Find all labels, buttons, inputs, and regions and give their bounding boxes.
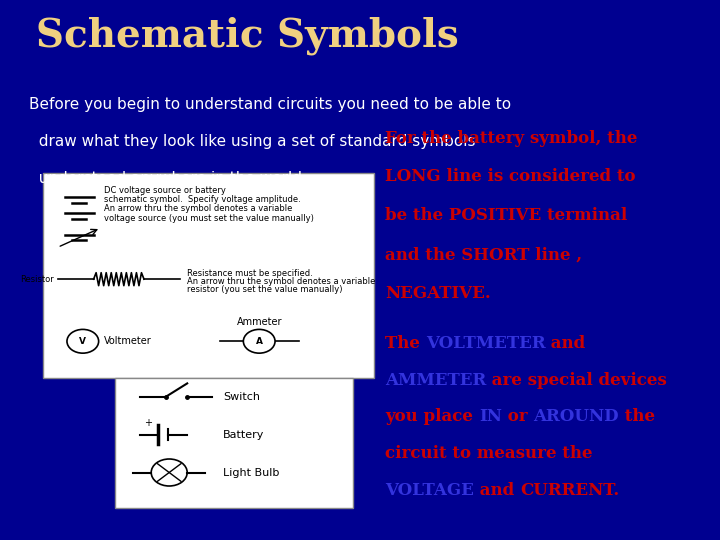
Text: AROUND: AROUND xyxy=(533,408,618,425)
Text: The: The xyxy=(385,335,426,352)
Text: are special devices: are special devices xyxy=(487,372,667,388)
Text: VOLTAGE: VOLTAGE xyxy=(385,482,474,498)
Text: V: V xyxy=(79,337,86,346)
Text: IN: IN xyxy=(479,408,502,425)
Text: Ammeter: Ammeter xyxy=(236,318,282,327)
Text: the: the xyxy=(618,408,654,425)
Text: Battery: Battery xyxy=(223,430,264,440)
Text: Resistance must be specified.: Resistance must be specified. xyxy=(187,269,313,278)
Text: Before you begin to understand circuits you need to be able to: Before you begin to understand circuits … xyxy=(29,97,511,112)
FancyBboxPatch shape xyxy=(43,173,374,378)
Text: An arrow thru the symbol denotes a variable: An arrow thru the symbol denotes a varia… xyxy=(187,278,376,286)
Text: you place: you place xyxy=(385,408,479,425)
Circle shape xyxy=(243,329,275,353)
Text: CURRENT.: CURRENT. xyxy=(520,482,619,498)
Text: and: and xyxy=(474,482,520,498)
Text: Switch: Switch xyxy=(223,392,260,402)
Text: or: or xyxy=(502,408,533,425)
Text: voltage source (you must set the value manually): voltage source (you must set the value m… xyxy=(104,214,314,222)
Text: schematic symbol.  Specify voltage amplitude.: schematic symbol. Specify voltage amplit… xyxy=(104,195,301,204)
Text: understood anywhere in the world: understood anywhere in the world xyxy=(29,171,302,186)
Text: circuit to measure the: circuit to measure the xyxy=(385,445,593,462)
Text: resistor (you set the value manually): resistor (you set the value manually) xyxy=(187,286,343,294)
FancyBboxPatch shape xyxy=(115,378,353,508)
Text: draw what they look like using a set of standard symbols: draw what they look like using a set of … xyxy=(29,134,475,149)
Text: AMMETER: AMMETER xyxy=(385,372,487,388)
Text: and: and xyxy=(546,335,585,352)
Text: Light Bulb: Light Bulb xyxy=(223,468,279,477)
Text: An arrow thru the symbol denotes a variable: An arrow thru the symbol denotes a varia… xyxy=(104,205,293,213)
Text: be the POSITIVE terminal: be the POSITIVE terminal xyxy=(385,207,627,224)
Text: For the battery symbol, the: For the battery symbol, the xyxy=(385,130,638,146)
Text: and the SHORT line ,: and the SHORT line , xyxy=(385,246,582,263)
Text: DC voltage source or battery: DC voltage source or battery xyxy=(104,186,226,195)
Text: Schematic Symbols: Schematic Symbols xyxy=(36,16,459,55)
Text: VOLTMETER: VOLTMETER xyxy=(426,335,546,352)
Circle shape xyxy=(151,459,187,486)
Text: Resistor: Resistor xyxy=(20,275,54,284)
Circle shape xyxy=(67,329,99,353)
Text: +: + xyxy=(144,418,152,428)
Text: NEGATIVE.: NEGATIVE. xyxy=(385,285,491,302)
Text: LONG line is considered to: LONG line is considered to xyxy=(385,168,636,185)
Text: A: A xyxy=(256,337,263,346)
Text: Voltmeter: Voltmeter xyxy=(104,336,152,346)
